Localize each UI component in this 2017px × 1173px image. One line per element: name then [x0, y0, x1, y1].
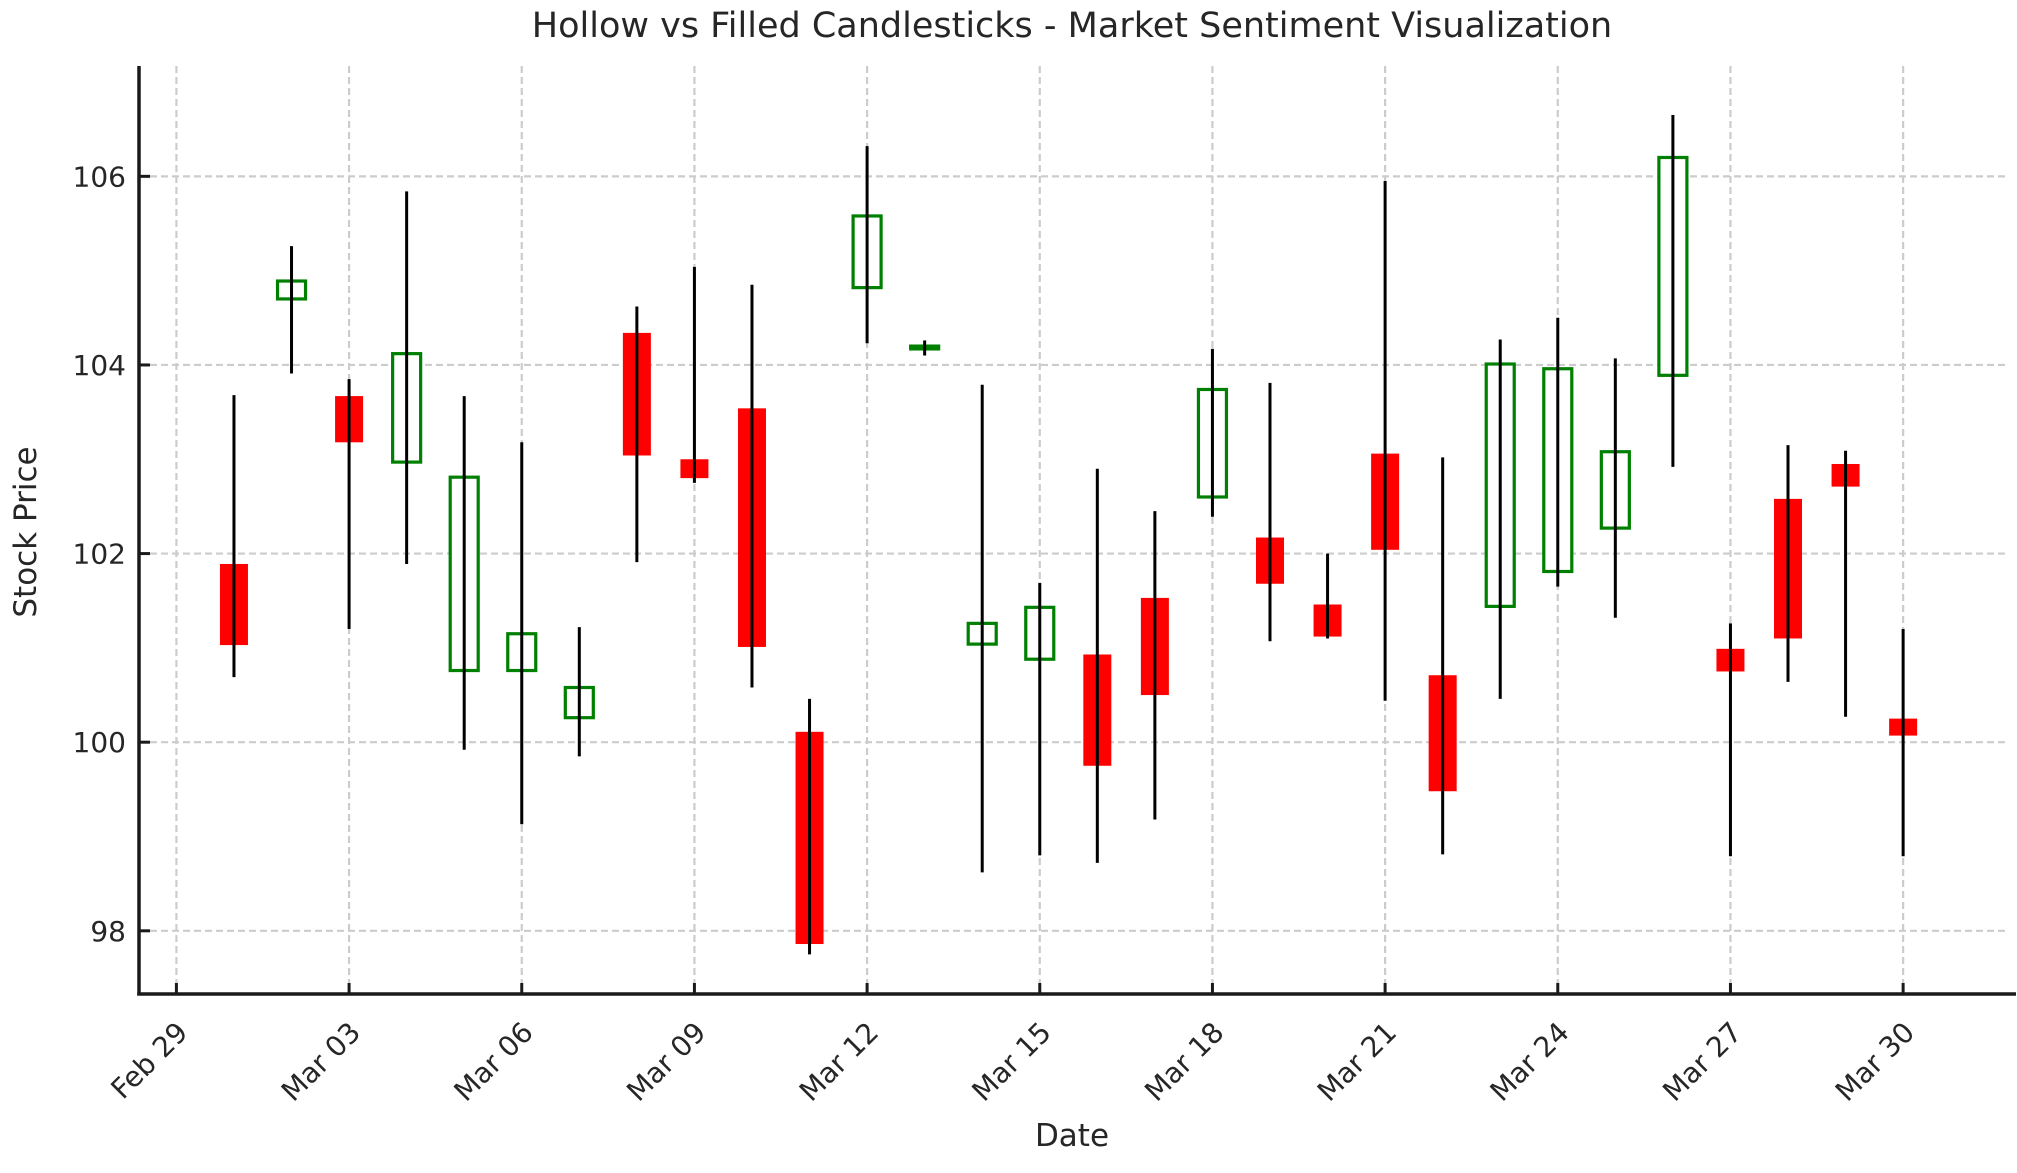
- x-tick-label-feb-29: Feb 29: [104, 1016, 194, 1106]
- candle-mar-08: [622, 306, 651, 563]
- candle-mar-16: [1083, 468, 1112, 863]
- candle-mar-15: [1024, 582, 1056, 856]
- y-tick-label-104: 104: [73, 349, 126, 382]
- x-tick-label-mar-09: Mar 09: [620, 1016, 712, 1108]
- candle-mar-17: [1140, 511, 1169, 820]
- candle-mar-19: [1255, 382, 1284, 642]
- candle-mar-24: [1542, 317, 1574, 587]
- candle-mar-05: [448, 396, 480, 750]
- x-tick-label-mar-06: Mar 06: [448, 1016, 540, 1108]
- y-tick-label-100: 100: [73, 726, 126, 759]
- x-tick-label-mar-12: Mar 12: [793, 1016, 885, 1108]
- candle-mar-04: [391, 191, 423, 564]
- y-tick-label-102: 102: [73, 538, 126, 571]
- candle-mar-27: [1716, 623, 1745, 857]
- x-tick-label-mar-03: Mar 03: [275, 1016, 367, 1108]
- candle-mar-14: [966, 384, 998, 873]
- y-axis-label: Stock Price: [8, 446, 44, 618]
- candle-mar-28: [1774, 445, 1803, 682]
- candle-mar-02: [275, 246, 308, 374]
- x-tick-label-mar-24: Mar 24: [1484, 1016, 1576, 1108]
- candle-mar-29: [1831, 450, 1860, 717]
- x-tick-label-mar-27: Mar 27: [1656, 1016, 1748, 1108]
- chart-title: Hollow vs Filled Candlesticks - Market S…: [531, 6, 1613, 46]
- y-tick-label-98: 98: [90, 915, 126, 948]
- candle-mar-25: [1599, 358, 1631, 618]
- candle-mar-09: [680, 266, 709, 483]
- x-tick-label-mar-21: Mar 21: [1311, 1016, 1403, 1108]
- candle-mar-11: [795, 698, 824, 955]
- candle-mar-26: [1657, 115, 1689, 467]
- candle-mar-13: [909, 340, 941, 356]
- candle-mar-18: [1196, 348, 1229, 517]
- candle-mar-06: [506, 442, 538, 825]
- candle-mar-21: [1371, 181, 1400, 701]
- candle-mar-01: [219, 395, 248, 678]
- candle-mar-10: [737, 284, 766, 688]
- candle-mar-07: [563, 627, 595, 757]
- candle-mar-12: [851, 146, 883, 344]
- x-axis-label: Date: [1034, 1118, 1110, 1154]
- candle-mar-20: [1313, 553, 1342, 639]
- candle-mar-30: [1889, 629, 1918, 857]
- candle-mar-03: [335, 379, 364, 630]
- x-tick-label-mar-30: Mar 30: [1829, 1016, 1921, 1108]
- candle-mar-23: [1484, 339, 1516, 699]
- x-tick-label-mar-15: Mar 15: [966, 1016, 1058, 1108]
- y-tick-label-106: 106: [73, 160, 126, 193]
- x-tick-label-mar-18: Mar 18: [1138, 1016, 1230, 1108]
- candle-mar-22: [1428, 457, 1457, 855]
